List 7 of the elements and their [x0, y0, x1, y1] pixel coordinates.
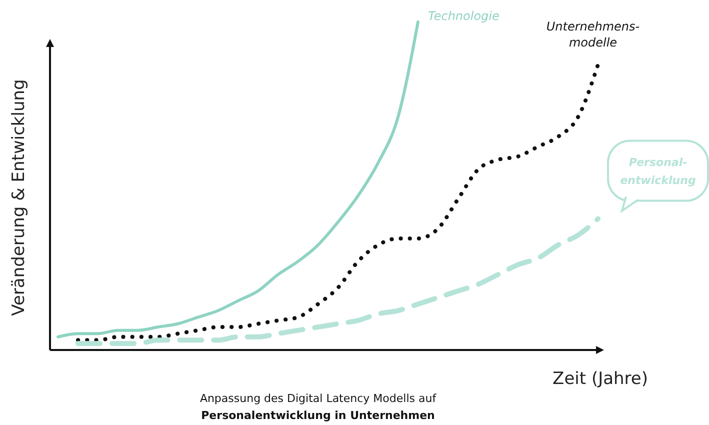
text: Anpassung des Digital Latency Modells auf [200, 392, 438, 405]
text: Personalentwicklung in Unternehmen [201, 409, 435, 422]
text: Personal-entwicklung [620, 156, 696, 187]
x-axis-title: Zeit (Jahre) [552, 369, 648, 389]
y-axis-title: Veränderung & Entwicklung [9, 79, 29, 316]
series-label: Technologie [428, 9, 500, 23]
text: Unternehmens-modelle [546, 20, 640, 50]
